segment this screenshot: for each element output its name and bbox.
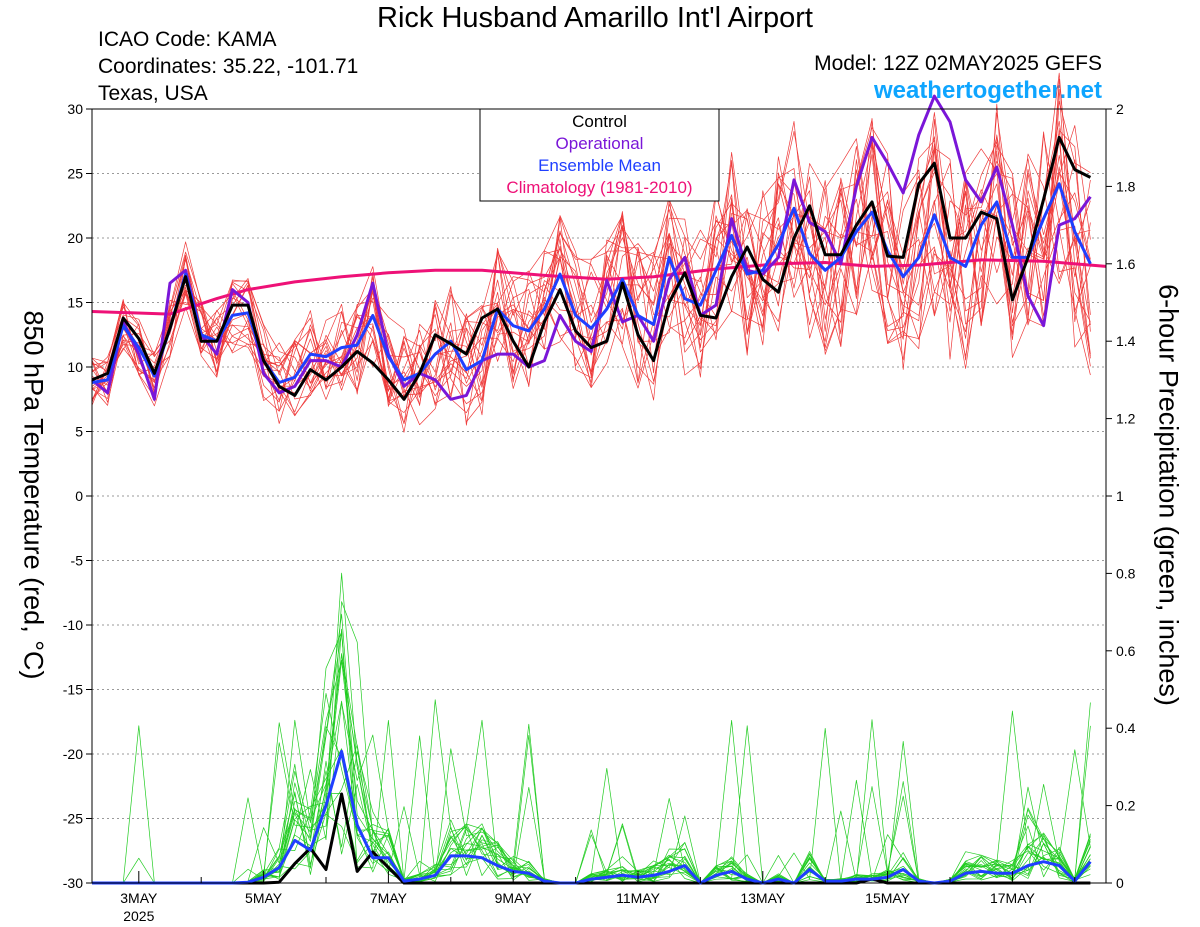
grid <box>92 174 1106 819</box>
control-precip-line <box>92 794 1090 883</box>
ensemble-member-precip-line <box>92 660 1090 883</box>
ensemble-member-precip-line <box>92 761 1090 883</box>
y-tick-label: 20 <box>67 230 83 246</box>
y2-tick-label: 1.4 <box>1116 333 1136 349</box>
ensemble-member-precip-line <box>92 727 1090 883</box>
y-tick-label: -10 <box>63 617 83 633</box>
legend-entry: Control <box>572 112 627 131</box>
y-tick-label: -30 <box>63 875 83 891</box>
y-tick-label: 0 <box>75 488 83 504</box>
legend-entry: Ensemble Mean <box>538 156 661 175</box>
ensemble-member-precip-line <box>92 660 1090 883</box>
ensemble-member-precip-line <box>92 614 1090 883</box>
y-tick-label: -5 <box>71 553 84 569</box>
ensemble-member-precip-line <box>92 693 1090 883</box>
ensemble-member-precip-line <box>92 700 1090 883</box>
y2-tick-label: 0.8 <box>1116 565 1136 581</box>
y2-tick-label: 1.2 <box>1116 411 1136 427</box>
ensemble-member-precip-line <box>92 792 1090 883</box>
x-tick-label: 17MAY <box>990 890 1036 906</box>
y2-tick-label: 0.4 <box>1116 720 1136 736</box>
y2-tick-label: 0 <box>1116 875 1124 891</box>
y-tick-label: 25 <box>67 166 83 182</box>
x-tick-label: 3MAY <box>120 890 158 906</box>
y-tick-label: 5 <box>75 424 83 440</box>
y2-tick-label: 0.6 <box>1116 643 1136 659</box>
y2-tick-label: 1.6 <box>1116 256 1136 272</box>
ensemble-member-precip-line <box>92 632 1090 883</box>
highlight-series <box>92 96 1106 883</box>
ensemble-member-precip-line <box>92 703 1090 883</box>
ensemble-member-precip-line <box>92 602 1090 883</box>
x-tick-label: 13MAY <box>740 890 786 906</box>
y-tick-label: 15 <box>67 295 83 311</box>
y2-tick-label: 1 <box>1116 488 1124 504</box>
x-tick-sublabel: 2025 <box>123 908 154 924</box>
ensemble-member-precip-line <box>92 631 1090 883</box>
x-tick-label: 5MAY <box>245 890 283 906</box>
ensemble-member-precip-line <box>92 745 1090 883</box>
legend: Control Operational Ensemble Mean Climatolo… <box>480 109 719 201</box>
x-tick-label: 7MAY <box>370 890 408 906</box>
ensemble-member-precip-line <box>92 654 1090 884</box>
legend-entry: Operational <box>556 134 644 153</box>
ensemble-mean-precip-line <box>92 751 1090 883</box>
ensemble-member-precip-line <box>92 720 1090 883</box>
x-tick-label: 11MAY <box>616 890 660 906</box>
y-tick-label: 10 <box>67 359 83 375</box>
ensemble-member-precip-line <box>92 711 1090 883</box>
y-tick-label: -25 <box>63 811 83 827</box>
y2-tick-label: 2 <box>1116 101 1124 117</box>
y-tick-label: -20 <box>63 746 83 762</box>
meteogram-chart: 302520151050-5-10-15-20-25-3021.81.61.41… <box>0 0 1200 927</box>
y2-tick-label: 1.8 <box>1116 178 1136 194</box>
ensemble-member-precip-line <box>92 573 1090 883</box>
ensemble-member-precip-line <box>92 655 1090 883</box>
legend-entry: Climatology (1981-2010) <box>506 178 692 197</box>
ensemble-member-precip-line <box>92 629 1090 883</box>
y2-tick-label: 0.2 <box>1116 798 1136 814</box>
ensemble-member-precip-line <box>92 749 1090 883</box>
y-tick-label: 30 <box>67 101 83 117</box>
x-tick-label: 15MAY <box>865 890 911 906</box>
y-tick-label: -15 <box>63 682 83 698</box>
x-tick-label: 9MAY <box>495 890 533 906</box>
